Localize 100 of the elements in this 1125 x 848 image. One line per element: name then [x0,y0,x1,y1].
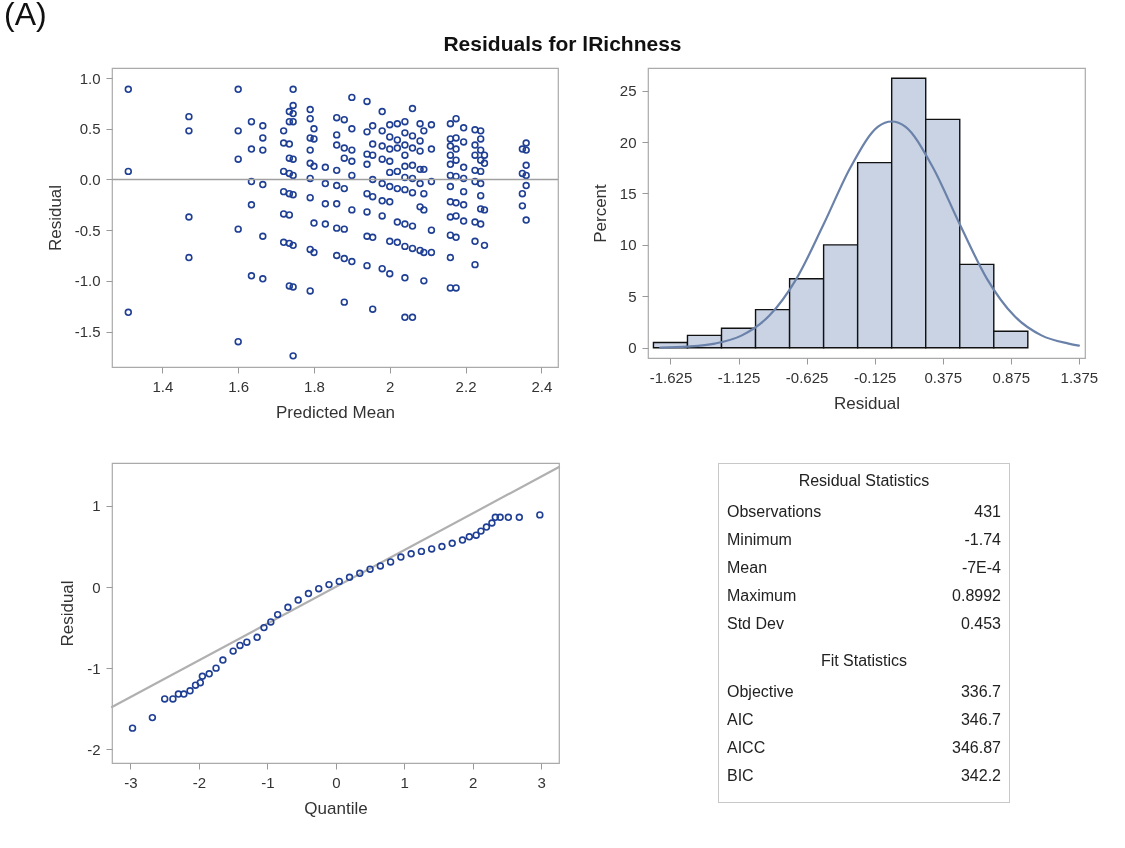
x-tick-label: -0.625 [785,368,829,386]
y-tick-label: 20 [619,133,637,151]
category-label: AIC [727,711,754,729]
point [504,513,513,522]
point [196,679,205,687]
text: 342.2 [960,767,1001,784]
text: 0.453 [960,615,1001,632]
point [386,558,395,566]
category-label: Minimum [727,531,792,549]
point [243,638,251,646]
x-tick-label: 3 [537,773,546,791]
x-tick-label: -1.125 [717,368,761,386]
x-tick-label: 1.8 [304,377,325,395]
x-tick-label: 1.375 [1060,368,1099,386]
point [160,695,169,703]
x-tick-label: -0.125 [853,368,897,386]
x-axis-title: Predicted Mean [275,402,396,422]
point [496,513,504,522]
point [315,584,323,593]
x-tick-label: -1 [261,773,275,791]
point [198,672,207,680]
text: 0.8992 [952,587,1001,604]
y-tick-label: 10 [619,236,637,254]
point [376,562,385,570]
point [219,656,227,664]
point [407,550,415,558]
point [128,724,137,732]
point [472,531,480,539]
point [260,623,268,632]
chart-title: Residuals for lRichness [442,32,683,56]
point [465,533,474,541]
y-tick-label: 1 [92,497,101,515]
text: (A) [4,0,47,33]
x-tick-label: -3 [124,773,138,791]
y-axis-title: Percent [590,183,610,243]
text: 346.87 [952,739,1001,756]
y-axis-title: Residual [58,580,78,647]
point [267,618,275,626]
x-tick-label: 2.4 [531,377,553,395]
y-tick-label: 0.0 [79,170,101,188]
point [438,542,446,551]
category-label: AICC [727,739,766,757]
x-tick-label: 0 [332,773,341,791]
x-tick-label: 2.2 [455,377,477,395]
x-tick-label: -1.625 [649,368,693,386]
point [335,577,343,586]
x-tick-label: 1 [400,773,409,791]
point [325,580,333,589]
text: 346.7 [960,711,1001,728]
y-tick-label: -1.5 [74,323,101,341]
y-tick-label: 0 [92,578,101,596]
point [229,647,237,655]
point [482,523,491,531]
point [294,596,302,604]
point [284,603,292,612]
x-axis-title: Quantile [304,798,368,818]
category-label: Objective [727,683,794,701]
point [191,681,200,689]
point [356,569,364,577]
point [536,511,544,519]
x-axis-title: Residual [833,393,901,413]
point [458,536,467,544]
point [448,539,456,547]
point [366,565,374,573]
point [148,713,157,722]
point [236,641,244,650]
text: 336.7 [960,683,1001,700]
text: -1.74 [964,531,1001,548]
point [477,527,485,535]
y-tick-label: 5 [628,287,637,305]
y-tick-label: 0.5 [79,120,101,138]
x-tick-label: -2 [192,773,207,791]
text: Residual Statistics [797,472,931,490]
y-tick-label: -1.0 [74,272,101,290]
text: -7E-4 [961,559,1001,576]
y-tick-label: 25 [619,82,637,100]
y-tick-label: -0.5 [74,221,101,239]
point [169,695,177,703]
point [427,545,436,553]
point [253,633,261,642]
category-label: Std Dev [727,615,784,633]
category-label: Mean [727,559,768,577]
point [174,690,183,698]
y-tick-label: 1.0 [79,69,101,87]
text: Fit Statistics [819,652,909,670]
point [186,687,194,695]
x-tick-label: 0.375 [924,368,963,386]
point [273,610,282,619]
point [397,553,405,561]
category-label: Maximum [727,587,797,605]
point [212,664,220,672]
category-label: BIC [727,767,754,785]
x-tick-label: 2 [469,773,478,791]
x-tick-label: 1.4 [152,377,174,395]
category-label: Observations [727,503,822,521]
point [180,690,188,698]
point [488,519,496,527]
y-axis-title: Residual [45,184,65,252]
point [345,573,354,582]
point [304,589,313,598]
